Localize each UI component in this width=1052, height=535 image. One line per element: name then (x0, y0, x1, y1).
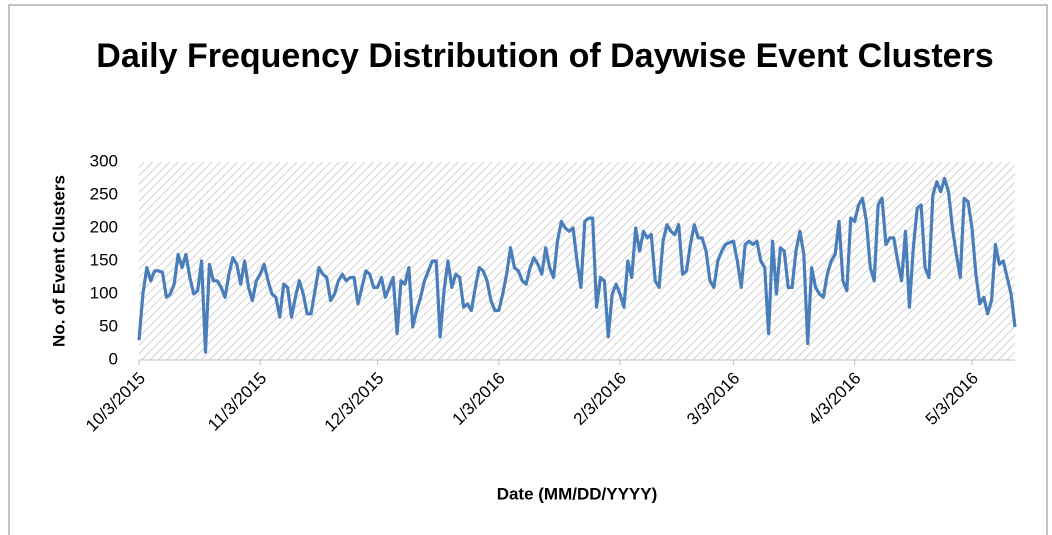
x-tick-label: 1/3/2016 (449, 369, 509, 429)
x-tick-label: 5/3/2016 (922, 369, 982, 429)
y-tick-label: 300 (90, 151, 118, 170)
x-tick-label: 3/3/2016 (683, 369, 743, 429)
y-tick-label: 150 (90, 250, 118, 269)
x-tick-label: 11/3/2015 (204, 369, 270, 435)
chart-title: Daily Frequency Distribution of Daywise … (96, 37, 994, 75)
x-axis-label: Date (MM/DD/YYYY) (497, 484, 658, 503)
y-tick-label: 50 (99, 316, 118, 335)
x-tick-label: 10/3/2015 (82, 369, 149, 436)
x-tick-label: 4/3/2016 (804, 369, 864, 429)
x-tick-label: 2/3/2016 (570, 369, 630, 429)
x-tick-label: 12/3/2015 (321, 369, 388, 436)
y-tick-label: 250 (90, 184, 118, 203)
y-tick-label: 0 (109, 349, 118, 368)
y-tick-label: 200 (90, 217, 118, 236)
series-line (137, 176, 1017, 354)
y-tick-label: 100 (90, 283, 118, 302)
y-axis-label: No. of Event Clusters (49, 175, 68, 347)
chart-border (8, 4, 1048, 535)
